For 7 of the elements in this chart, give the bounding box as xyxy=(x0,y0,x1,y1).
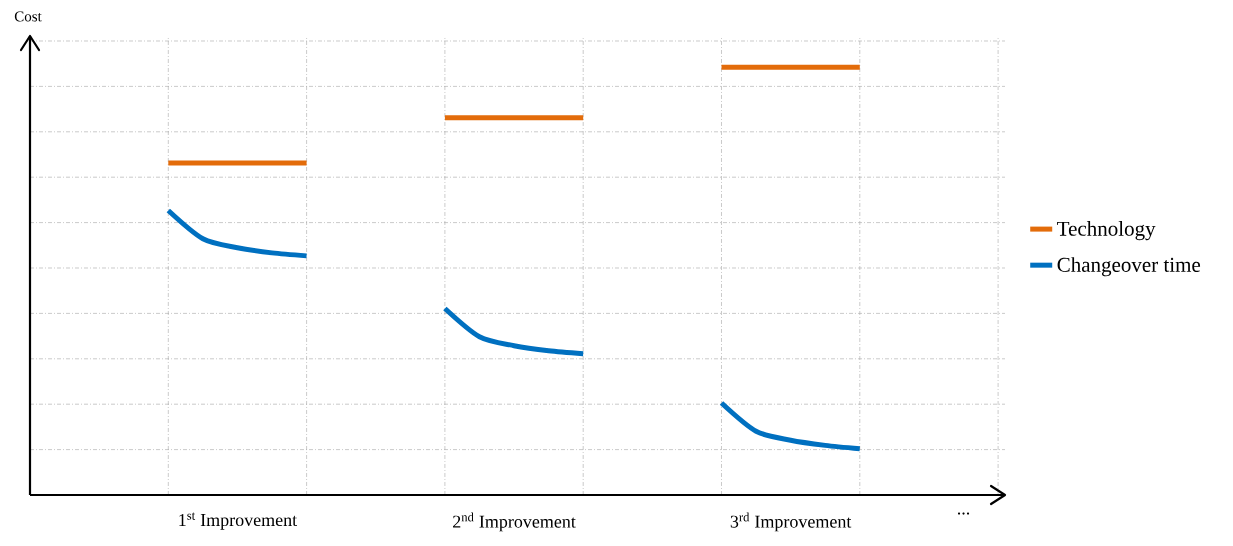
x-tick-label: 1$^{st}$ Improvement xyxy=(179,512,298,530)
text: Cost xyxy=(14,11,42,22)
legend-label: Changeover time xyxy=(1057,257,1201,277)
x-tick-label: ... xyxy=(957,512,970,515)
x-tick-label: 3$^{rd}$ Improvement xyxy=(730,512,852,532)
legend-label: Technology xyxy=(1057,221,1156,241)
x-tick-label: 2$^{nd}$ Improvement xyxy=(453,512,576,532)
